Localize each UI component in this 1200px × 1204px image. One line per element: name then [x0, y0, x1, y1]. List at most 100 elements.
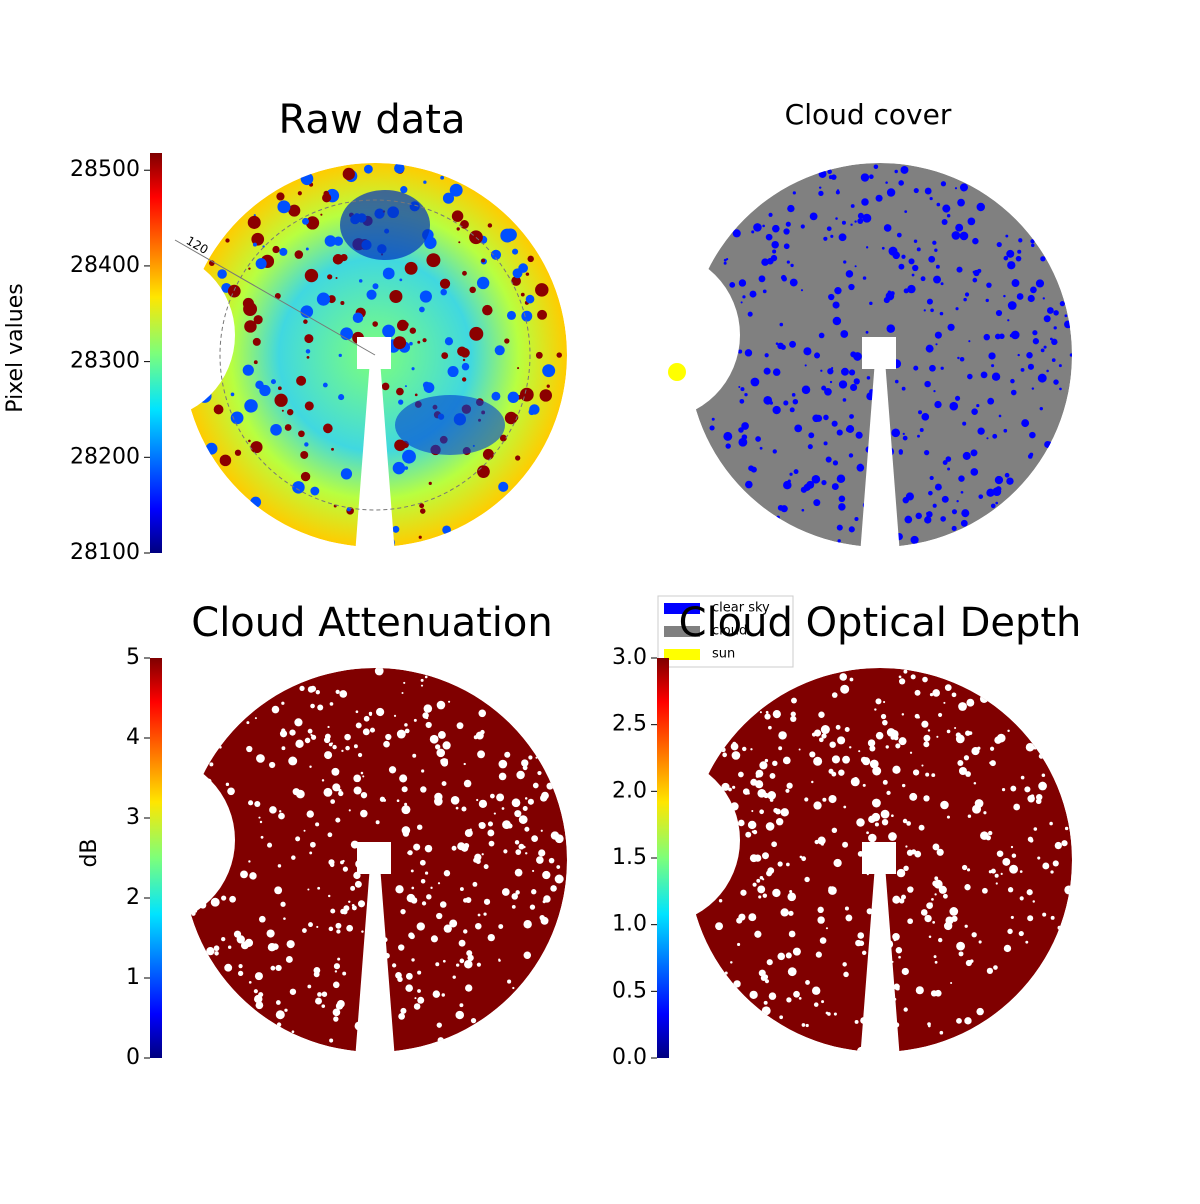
speckle	[957, 198, 965, 207]
speckle	[527, 798, 534, 805]
speckle	[343, 905, 350, 912]
speckle	[542, 364, 556, 378]
speckle	[420, 684, 424, 687]
speckle	[775, 808, 781, 815]
speckle	[523, 920, 532, 929]
speckle	[998, 414, 1002, 418]
speckle	[819, 737, 824, 743]
speckle	[425, 721, 432, 729]
speckle	[766, 959, 773, 966]
speckle	[907, 918, 914, 925]
speckle	[866, 908, 873, 915]
speckle	[275, 1000, 281, 1005]
speckle	[404, 723, 408, 727]
panel-title: Cloud Optical Depth	[679, 600, 1082, 646]
speckle	[741, 434, 748, 440]
speckle	[285, 956, 293, 963]
speckle	[1055, 341, 1058, 344]
speckle	[936, 735, 939, 738]
speckle	[329, 862, 335, 868]
speckle	[224, 963, 233, 972]
speckle	[1064, 826, 1069, 831]
legend-label: sun	[712, 647, 735, 662]
speckle	[869, 759, 879, 769]
speckle	[866, 831, 869, 835]
speckle	[809, 212, 818, 221]
speckle	[420, 678, 424, 682]
speckle	[861, 950, 867, 956]
speckle	[827, 1012, 831, 1016]
speckle	[737, 942, 741, 947]
speckle	[304, 334, 314, 344]
speckle	[772, 405, 781, 415]
speckle	[860, 173, 870, 182]
colorbar-tick-label: 28300	[70, 349, 140, 374]
speckle	[838, 380, 848, 389]
speckle	[994, 736, 1002, 744]
speckle	[823, 236, 828, 241]
speckle	[789, 340, 797, 348]
speckle	[321, 991, 328, 997]
speckle	[304, 401, 314, 411]
speckle	[991, 364, 995, 368]
speckle	[227, 787, 235, 796]
speckle	[962, 421, 967, 426]
speckle	[838, 769, 845, 776]
speckle	[1004, 472, 1010, 478]
speckle	[1000, 872, 1003, 875]
speckle	[959, 356, 965, 362]
speckle	[944, 684, 952, 691]
speckle	[880, 809, 890, 819]
speckle	[764, 713, 771, 720]
speckle	[248, 800, 254, 806]
speckle	[237, 970, 244, 977]
speckle	[439, 278, 451, 289]
speckle	[840, 684, 850, 694]
speckle	[1010, 378, 1015, 384]
speckle	[411, 958, 415, 962]
speckle	[335, 276, 338, 280]
speckle	[528, 408, 535, 416]
legend-label: clear sky	[712, 601, 770, 616]
speckle	[874, 708, 877, 711]
speckle	[536, 856, 544, 864]
speckle	[825, 456, 832, 463]
speckle	[353, 786, 362, 795]
speckle	[205, 442, 218, 455]
speckle	[898, 180, 904, 186]
speckle	[963, 755, 970, 761]
speckle	[540, 794, 548, 802]
speckle	[922, 676, 928, 683]
speckle	[804, 364, 807, 367]
speckle	[832, 301, 840, 309]
speckle	[914, 713, 920, 719]
speckle	[441, 993, 445, 997]
speckle	[351, 903, 355, 907]
speckle	[857, 932, 865, 939]
speckle	[777, 952, 786, 961]
speckle	[437, 882, 441, 885]
colorbar-tick-label: 2.0	[612, 778, 647, 803]
speckle	[1039, 406, 1043, 411]
speckle	[482, 448, 494, 460]
speckle	[801, 1023, 806, 1027]
speckle	[938, 937, 943, 943]
speckle	[903, 288, 909, 294]
speckle	[256, 754, 265, 763]
speckle	[401, 805, 411, 815]
speckle	[978, 940, 982, 944]
speckle	[828, 768, 834, 774]
speckle	[554, 874, 564, 884]
colorbar-tick-label: 2	[126, 885, 140, 910]
speckle	[529, 904, 536, 910]
speckle	[520, 292, 525, 297]
speckle	[251, 232, 265, 246]
speckle	[883, 700, 886, 704]
speckle	[449, 183, 463, 197]
speckle	[258, 992, 264, 998]
speckle	[430, 935, 438, 943]
speckle	[996, 241, 1002, 248]
speckle	[404, 385, 407, 388]
speckle	[420, 786, 427, 793]
speckle	[404, 728, 410, 734]
